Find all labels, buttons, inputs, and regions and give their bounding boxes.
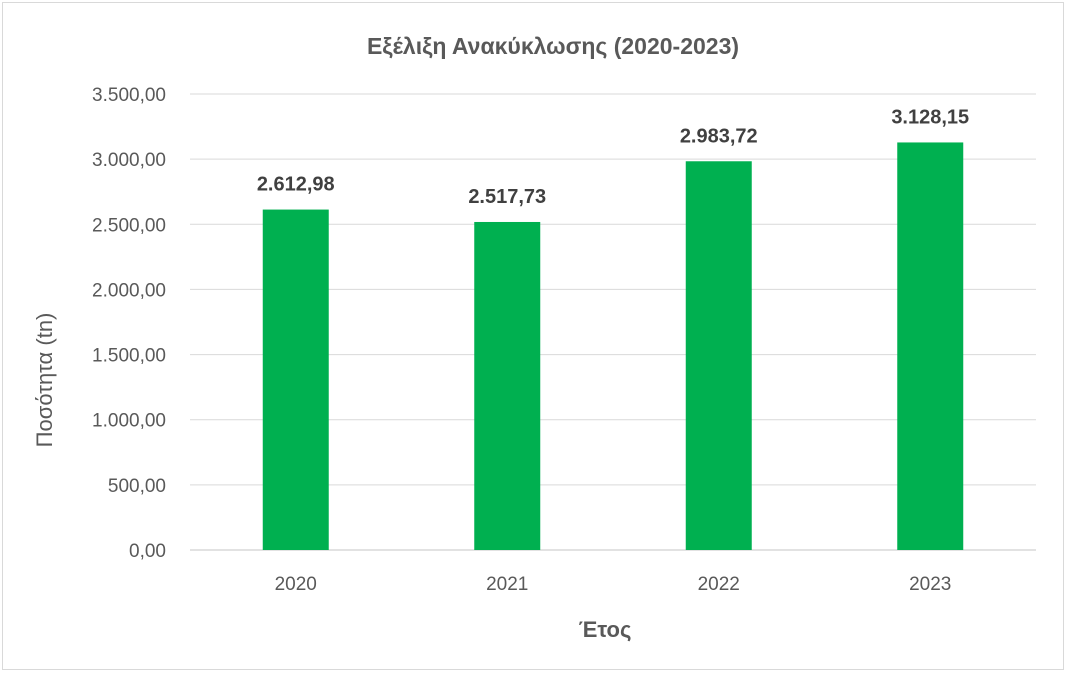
x-tick-label-2021: 2021 [486,574,528,595]
x-axis-tick-labels: 2020 2021 2022 2023 [275,574,952,595]
y-tick-label: 1.000,00 [92,411,166,432]
data-label-2022: 2.983,72 [680,125,758,147]
data-label-2021: 2.517,73 [468,186,546,208]
gridlines [190,93,1036,551]
y-tick-label: 1.500,00 [92,346,166,367]
x-tick-label-2022: 2022 [698,574,740,595]
x-axis-title: Έτος [579,617,632,642]
y-tick-label: 3.000,00 [92,150,166,171]
bar-2020 [262,209,329,550]
y-axis-title: Ποσότητα (tn) [32,313,57,448]
data-labels: 2.612,98 2.517,73 2.983,72 3.128,15 [257,106,969,208]
data-label-2023: 3.128,15 [891,106,969,128]
data-label-2020: 2.612,98 [257,174,335,196]
y-axis-tick-labels: 0,00 500,00 1.000,00 1.500,00 2.000,00 2.500,… [92,85,166,562]
y-tick-label: 500,00 [108,476,166,497]
x-tick-label-2020: 2020 [275,574,317,595]
x-tick-label-2023: 2023 [909,574,951,595]
chart-title: Εξέλιξη Ανακύκλωσης (2020-2023) [367,33,739,59]
y-tick-label: 2.500,00 [92,215,166,236]
bars [262,142,964,550]
y-tick-label: 0,00 [129,541,166,562]
bar-2023 [897,142,964,550]
y-tick-label: 2.000,00 [92,280,166,301]
bar-2022 [685,161,752,550]
y-tick-label: 3.500,00 [92,85,166,106]
bar-2021 [474,221,541,550]
